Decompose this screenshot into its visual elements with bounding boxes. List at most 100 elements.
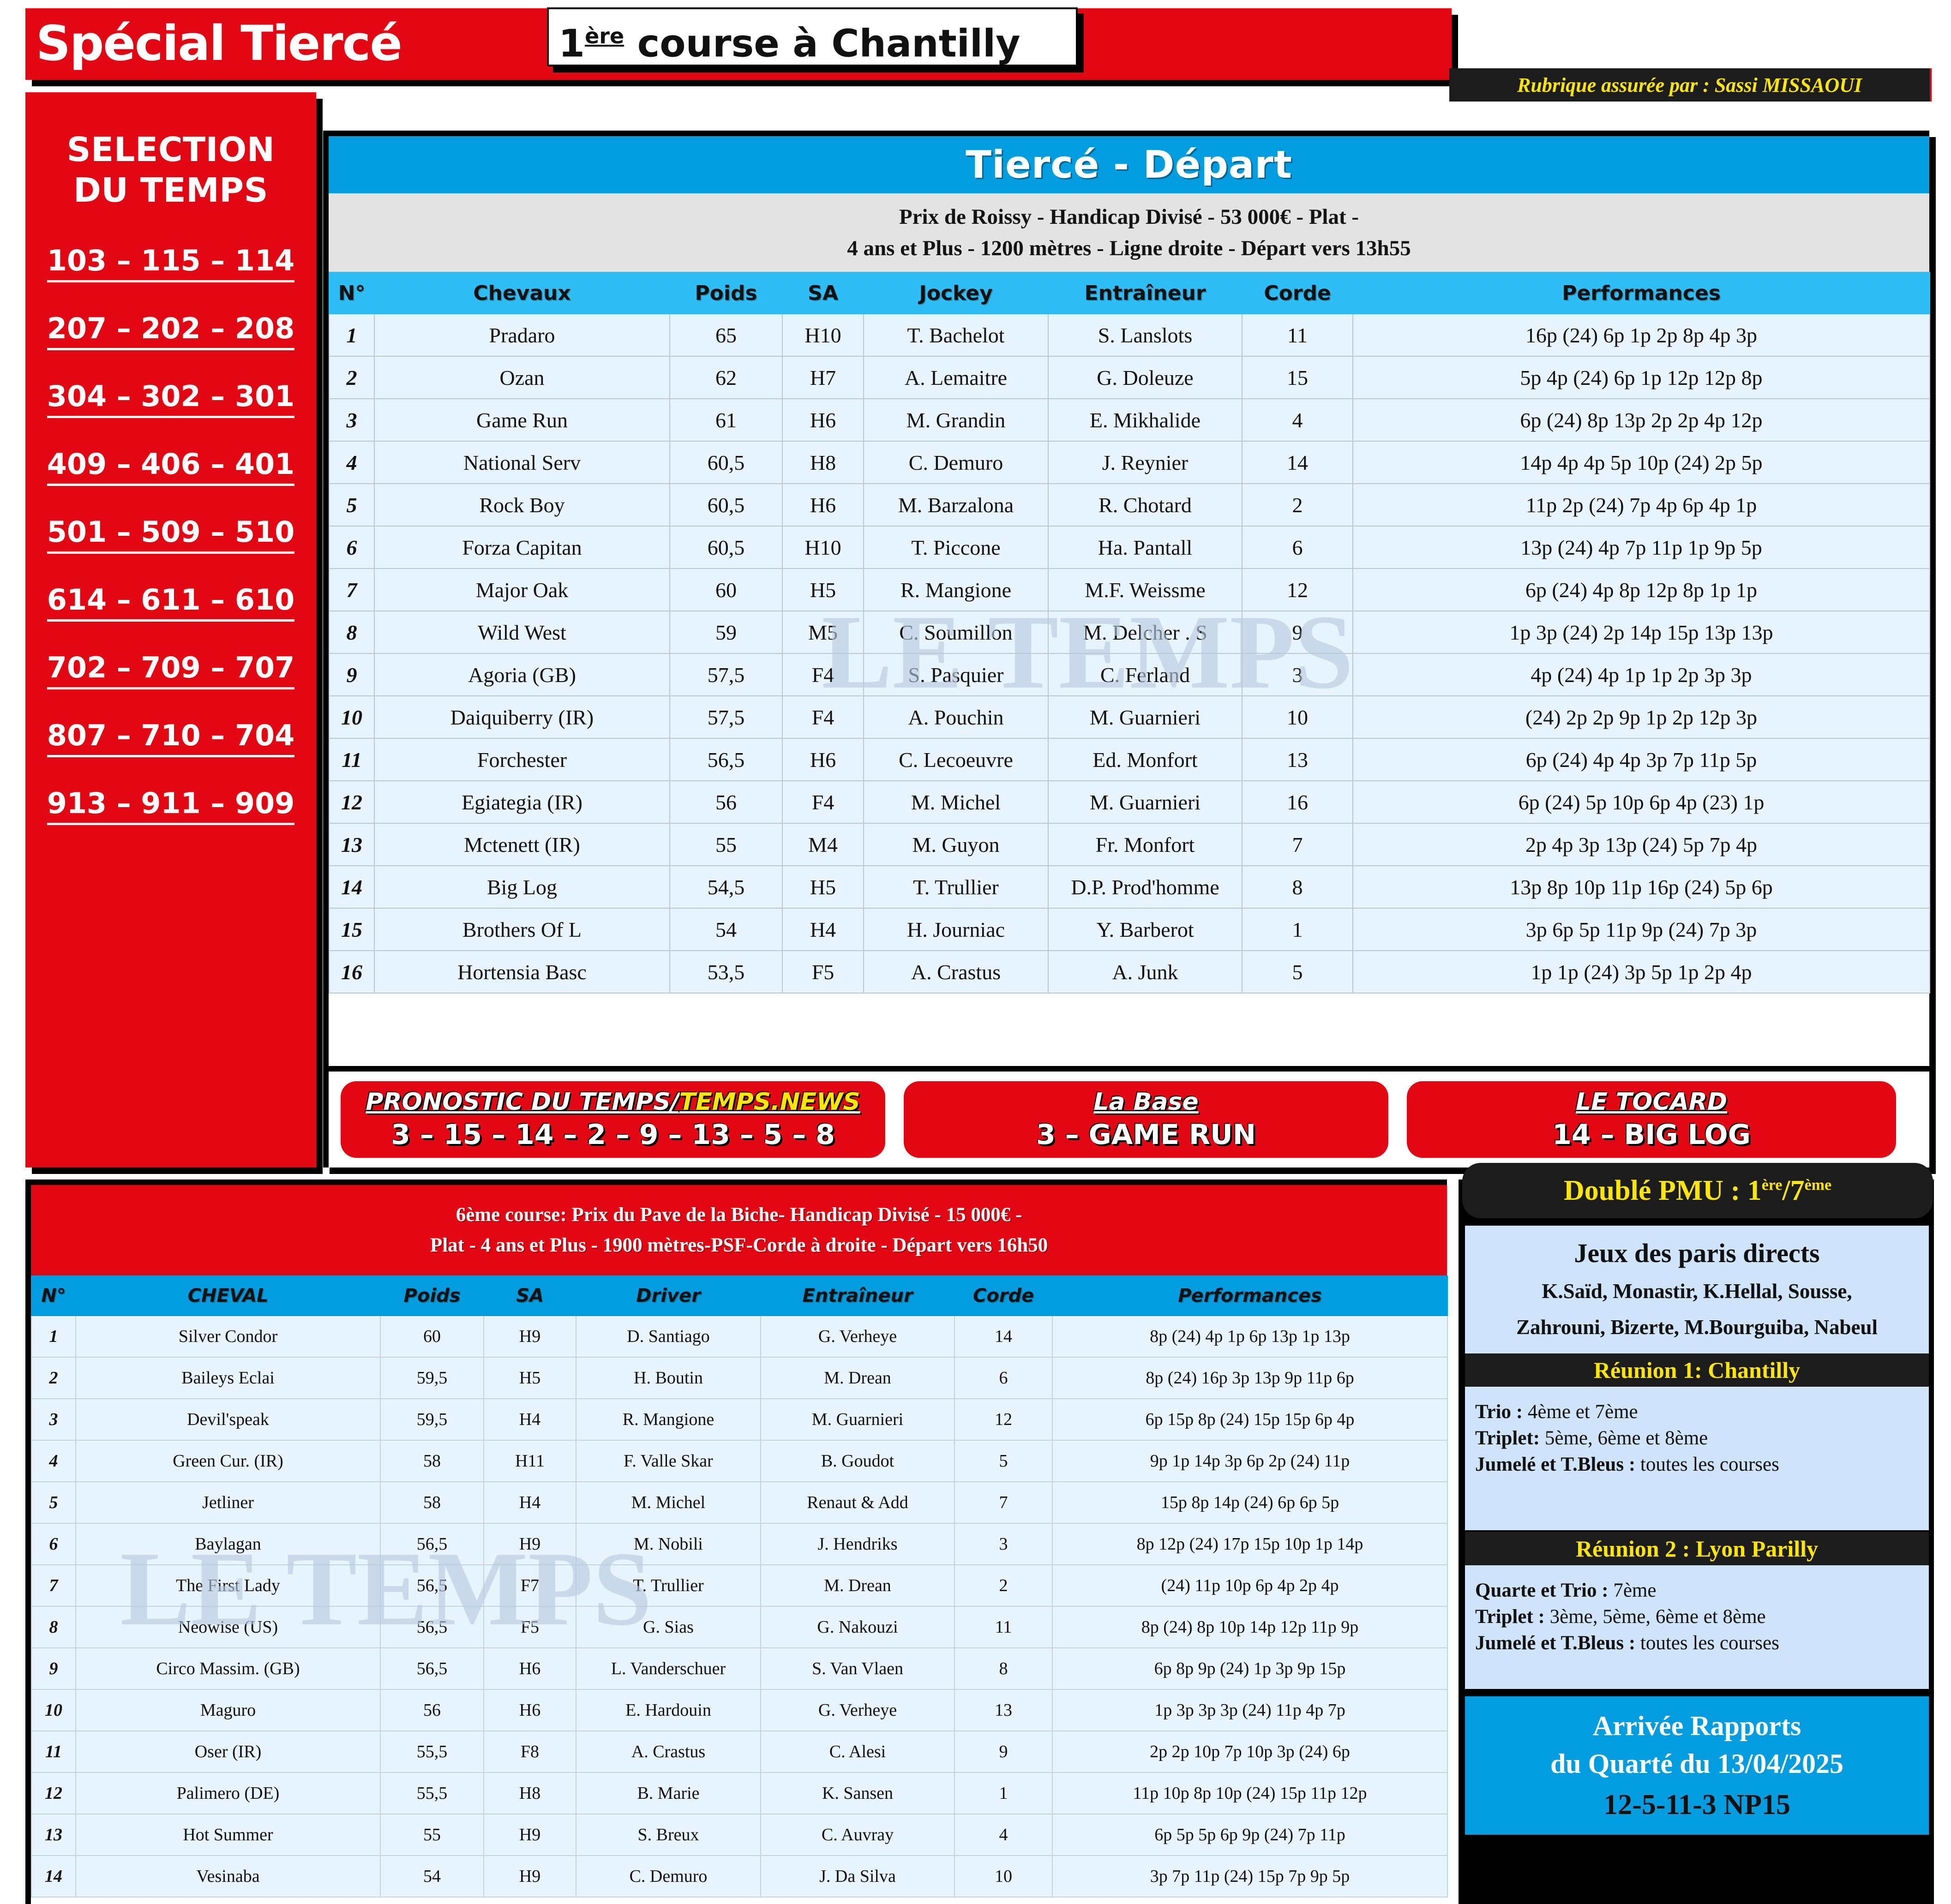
race2-col-weight[interactable]: Poids bbox=[380, 1275, 484, 1316]
race2-col-horse[interactable]: CHEVAL bbox=[75, 1275, 381, 1316]
table-row[interactable]: 11 Oser (IR) 55,5 F8 A. Crastus C. Alesi 9 2p 2… bbox=[31, 1730, 1448, 1773]
course-ordinal-suffix: ère bbox=[585, 24, 624, 48]
table-row[interactable]: 7 Major Oak 60 H5 R. Mangione M.F. Weissme 12 6… bbox=[329, 568, 1930, 611]
table-row[interactable]: 6 Forza Capitan 60,5 H10 T. Piccone Ha. Panta… bbox=[329, 526, 1930, 569]
table-cell-poids: 56,5 bbox=[380, 1647, 484, 1690]
table-row[interactable]: 7 The First Lady 56,5 F7 T. Trullier M. Drean… bbox=[31, 1564, 1448, 1607]
race1-col-perf[interactable]: Performances bbox=[1352, 272, 1930, 314]
reunion2-bet-lines: Quarte et Trio : 7ème Triplet : 3ème, 5èm… bbox=[1465, 1565, 1929, 1656]
table-cell-cheval: Rock Boy bbox=[374, 483, 670, 527]
table-cell-no: 7 bbox=[31, 1564, 76, 1607]
table-cell-poids: 58 bbox=[380, 1481, 484, 1524]
reunion1-label: Réunion 1: Chantilly bbox=[1593, 1357, 1801, 1383]
sidebar-selection-item: 103 – 115 – 114 bbox=[25, 244, 316, 282]
table-cell-jockey: A. Crastus bbox=[863, 950, 1049, 994]
race2-col-perf[interactable]: Performances bbox=[1052, 1275, 1448, 1316]
table-cell-jockey: M. Guyon bbox=[863, 823, 1049, 866]
table-row[interactable]: 8 Neowise (US) 56,5 F5 G. Sias G. Nakouzi 11 8p… bbox=[31, 1606, 1448, 1648]
race1-col-trainer[interactable]: Entraîneur bbox=[1048, 272, 1243, 314]
tocard-pill-title: LE TOCARD bbox=[1575, 1088, 1728, 1116]
byline-bar: Rubrique assurée par : Sassi MISSAOUI bbox=[1449, 68, 1932, 102]
table-row[interactable]: 9 Agoria (GB) 57,5 F4 S. Pasquier C. Ferland 3… bbox=[329, 653, 1930, 696]
race2-panel: 6ème course: Prix du Pave de la Biche- H… bbox=[25, 1180, 1448, 1904]
base-pill[interactable]: La Base 3 – GAME RUN bbox=[904, 1081, 1388, 1158]
table-row[interactable]: 4 Green Cur. (IR) 58 H11 F. Valle Skar B. Gou… bbox=[31, 1440, 1448, 1482]
race2-panel-inner: 6ème course: Prix du Pave de la Biche- H… bbox=[31, 1185, 1448, 1904]
table-row[interactable]: 12 Palimero (DE) 55,5 H8 B. Marie K. Sansen 1 1… bbox=[31, 1772, 1448, 1814]
table-row[interactable]: 9 Circo Massim. (GB) 56,5 H6 L. Vanderschuer… bbox=[31, 1647, 1448, 1690]
table-cell-perf: 6p 15p 8p (24) 15p 15p 6p 4p bbox=[1052, 1398, 1448, 1441]
table-cell-no: 4 bbox=[31, 1440, 76, 1482]
table-cell-sa: H9 bbox=[483, 1814, 576, 1856]
table-cell-jockey: H. Journiac bbox=[863, 908, 1049, 951]
table-row[interactable]: 1 Silver Condor 60 H9 D. Santiago G. Verheye 1… bbox=[31, 1315, 1448, 1358]
table-row[interactable]: 10 Daiquiberry (IR) 57,5 F4 A. Pouchin M. Gua… bbox=[329, 695, 1930, 739]
table-cell-sa: F5 bbox=[483, 1606, 576, 1648]
table-cell-poids: 65 bbox=[669, 313, 783, 357]
arrivee-line3: 12-5-11-3 NP15 bbox=[1603, 1789, 1790, 1820]
table-cell-corde: 9 bbox=[954, 1730, 1053, 1773]
table-cell-perf: 2p 4p 3p 13p (24) 5p 7p 4p bbox=[1352, 823, 1930, 866]
table-cell-entraineur: G. Nakouzi bbox=[760, 1606, 955, 1648]
race1-col-jockey[interactable]: Jockey bbox=[863, 272, 1049, 314]
table-row[interactable]: 8 Wild West 59 M5 C. Soumillon M. Delcher . S… bbox=[329, 611, 1930, 654]
table-cell-sa: F8 bbox=[483, 1730, 576, 1773]
race1-col-corde[interactable]: Corde bbox=[1242, 272, 1353, 314]
table-cell-poids: 55 bbox=[380, 1814, 484, 1856]
table-cell-no: 12 bbox=[329, 780, 375, 824]
table-cell-poids: 54 bbox=[380, 1855, 484, 1898]
bet-line: Jumelé et T.Bleus : toutes les courses bbox=[1475, 1630, 1920, 1656]
base-pill-title: La Base bbox=[1093, 1088, 1199, 1116]
sidebar-title: SELECTION DU TEMPS bbox=[25, 92, 316, 210]
table-row[interactable]: 11 Forchester 56,5 H6 C. Lecoeuvre Ed. Monfor… bbox=[329, 738, 1930, 781]
table-cell-cheval: Major Oak bbox=[374, 568, 670, 611]
race1-col-weight[interactable]: Poids bbox=[669, 272, 783, 314]
table-row[interactable]: 13 Mctenett (IR) 55 M4 M. Guyon Fr. Monfort 7 2… bbox=[329, 823, 1930, 866]
table-row[interactable]: 12 Egiategia (IR) 56 F4 M. Michel M. Guarnier… bbox=[329, 780, 1930, 824]
table-row[interactable]: 2 Ozan 62 H7 A. Lemaitre G. Doleuze 15 5p 4p (2… bbox=[329, 356, 1930, 399]
bet-line-value: 5ème, 6ème et 8ème bbox=[1544, 1427, 1708, 1449]
table-row[interactable]: 4 National Serv 60,5 H8 C. Demuro J. Reynier 1… bbox=[329, 441, 1930, 484]
table-cell-cheval: Pradaro bbox=[374, 313, 670, 357]
table-row[interactable]: 5 Rock Boy 60,5 H6 M. Barzalona R. Chotard 2 11… bbox=[329, 483, 1930, 527]
table-row[interactable]: 16 Hortensia Basc 53,5 F5 A. Crastus A. Junk 5… bbox=[329, 950, 1930, 994]
race1-col-horse[interactable]: Chevaux bbox=[374, 272, 670, 314]
tocard-pill[interactable]: LE TOCARD 14 – BIG LOG bbox=[1407, 1081, 1896, 1158]
table-row[interactable]: 6 Baylagan 56,5 H9 M. Nobili J. Hendriks 3 8p 1… bbox=[31, 1523, 1448, 1565]
table-row[interactable]: 10 Maguro 56 H6 E. Hardouin G. Verheye 13 1p 3p… bbox=[31, 1689, 1448, 1731]
table-cell-perf: 11p 10p 8p 10p (24) 15p 11p 12p bbox=[1052, 1772, 1448, 1814]
table-row[interactable]: 3 Devil'speak 59,5 H4 R. Mangione M. Guarnier… bbox=[31, 1398, 1448, 1441]
table-row[interactable]: 2 Baileys Eclai 59,5 H5 H. Boutin M. Drean 6 8p… bbox=[31, 1357, 1448, 1399]
race2-col-sa[interactable]: SA bbox=[483, 1275, 576, 1316]
base-pill-value: 3 – GAME RUN bbox=[1036, 1119, 1256, 1151]
pronostic-pill[interactable]: PRONOSTIC DU TEMPS/TEMPS.NEWS 3 – 15 – 1… bbox=[341, 1081, 885, 1158]
table-cell-perf: 8p (24) 4p 1p 6p 13p 1p 13p bbox=[1052, 1315, 1448, 1358]
table-cell-no: 2 bbox=[329, 356, 375, 399]
table-row[interactable]: 5 Jetliner 58 H4 M. Michel Renaut & Add 7 15p 8… bbox=[31, 1481, 1448, 1524]
table-row[interactable]: 14 Vesinaba 54 H9 C. Demuro J. Da Silva 10 3p 7… bbox=[31, 1855, 1448, 1898]
table-cell-poids: 59,5 bbox=[380, 1398, 484, 1441]
race2-col-corde[interactable]: Corde bbox=[954, 1275, 1053, 1316]
table-row[interactable]: 14 Big Log 54,5 H5 T. Trullier D.P. Prod'homm… bbox=[329, 865, 1930, 909]
table-cell-perf: (24) 11p 10p 6p 4p 2p 4p bbox=[1052, 1564, 1448, 1607]
table-cell-no: 2 bbox=[31, 1357, 76, 1399]
paris-names-line2: Zahrouni, Bizerte, M.Bourguiba, Nabeul bbox=[1516, 1316, 1878, 1339]
table-cell-corde: 14 bbox=[954, 1315, 1053, 1358]
race1-col-sa[interactable]: SA bbox=[782, 272, 864, 314]
table-row[interactable]: 13 Hot Summer 55 H9 S. Breux C. Auvray 4 6p 5p … bbox=[31, 1814, 1448, 1856]
table-cell-no: 1 bbox=[31, 1315, 76, 1358]
table-row[interactable]: 15 Brothers Of L 54 H4 H. Journiac Y. Barbero… bbox=[329, 908, 1930, 951]
table-row[interactable]: 1 Pradaro 65 H10 T. Bachelot S. Lanslots 11 16p… bbox=[329, 313, 1930, 357]
race2-col-no[interactable]: N° bbox=[31, 1275, 76, 1316]
race2-col-trainer[interactable]: Entraîneur bbox=[760, 1275, 955, 1316]
table-cell-cheval: Baylagan bbox=[75, 1523, 381, 1565]
double-pmu-badge: Doublé PMU : 1ère/7ème bbox=[1462, 1163, 1933, 1218]
race2-table: N° CHEVAL Poids SA Driver Entraîneur Cor… bbox=[31, 1275, 1448, 1898]
table-cell-cheval: Ozan bbox=[374, 356, 670, 399]
table-cell-entraineur: M. Drean bbox=[760, 1564, 955, 1607]
table-cell-cheval: Forchester bbox=[374, 738, 670, 781]
table-row[interactable]: 3 Game Run 61 H6 M. Grandin E. Mikhalide 4 6p (… bbox=[329, 398, 1930, 442]
race1-col-no[interactable]: N° bbox=[329, 272, 375, 314]
race2-col-driver[interactable]: Driver bbox=[576, 1275, 761, 1316]
tocard-pill-value: 14 – BIG LOG bbox=[1552, 1119, 1751, 1151]
